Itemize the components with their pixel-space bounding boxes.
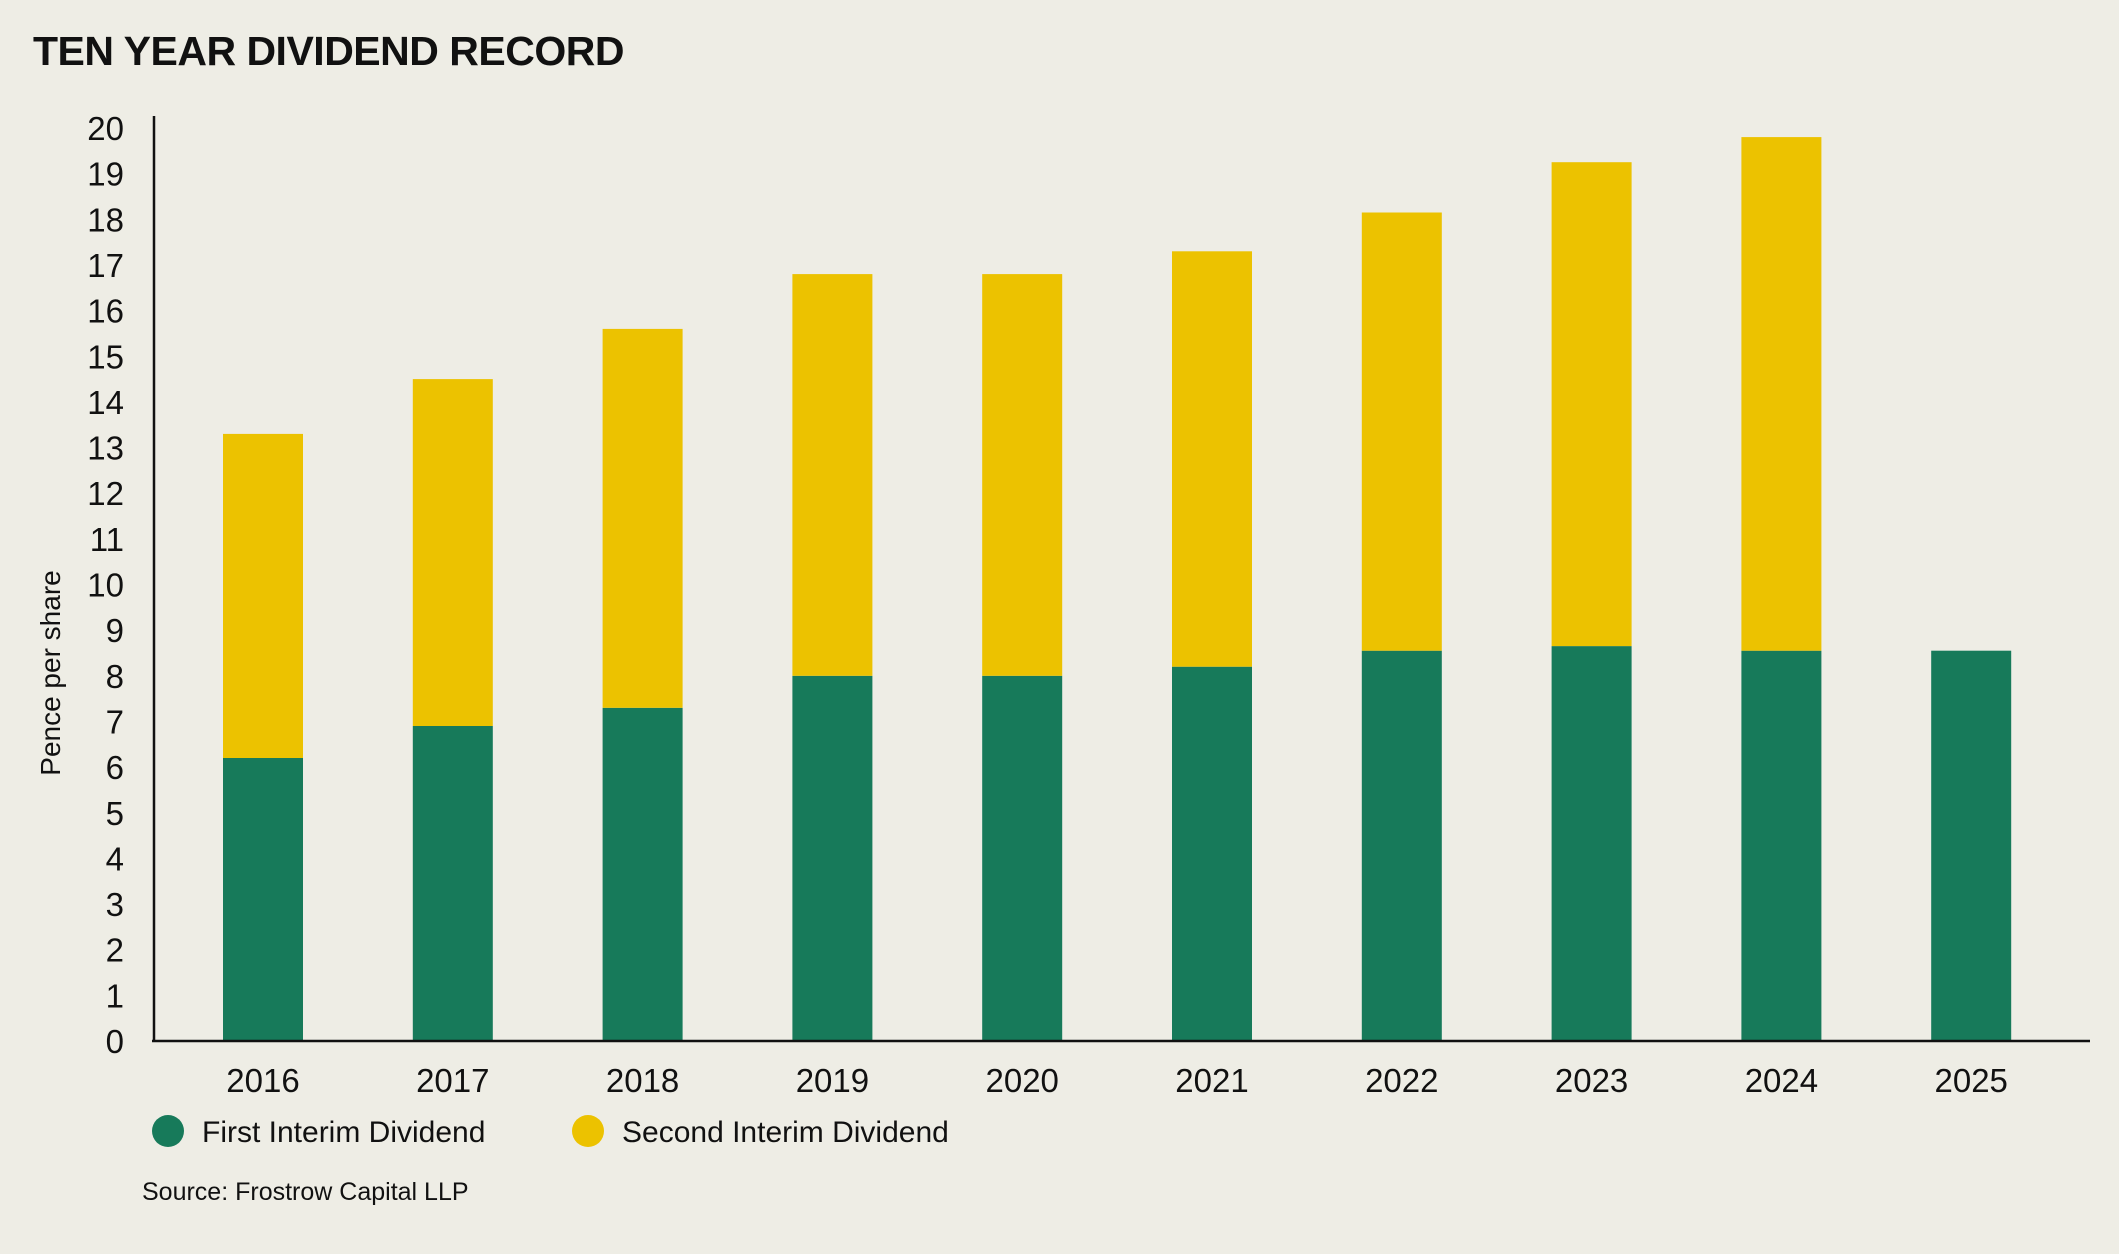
y-tick-label: 7 — [106, 704, 124, 741]
y-tick-label: 20 — [87, 110, 124, 147]
y-tick-label: 2 — [106, 932, 124, 969]
y-axis-label: Pence per share — [35, 570, 66, 775]
y-tick-label: 17 — [87, 247, 124, 284]
bar-2017-series-2 — [412, 379, 493, 726]
x-tick-label: 2020 — [985, 1062, 1058, 1099]
bar-2016-series-2 — [223, 433, 303, 758]
x-tick-label: 2023 — [1555, 1062, 1628, 1099]
x-tick-label: 2024 — [1745, 1062, 1818, 1099]
y-tick-label: 19 — [87, 156, 124, 193]
bar-2025-series-1 — [1931, 650, 2012, 1041]
x-tick-label: 2019 — [796, 1062, 869, 1099]
y-tick-label: 12 — [87, 475, 124, 512]
bar-2024-series-1 — [1741, 650, 1822, 1041]
y-tick-label: 3 — [106, 886, 124, 923]
bar-2020-series-2 — [982, 274, 1063, 676]
legend: First Interim Dividend Second Interim Div… — [152, 1115, 949, 1149]
y-tick-label: 10 — [87, 567, 124, 604]
bar-2017-series-1 — [412, 726, 493, 1041]
y-tick-label: 11 — [90, 521, 124, 558]
bar-2019-series-2 — [792, 274, 873, 676]
x-tick-label: 2016 — [226, 1062, 299, 1099]
y-tick-label: 13 — [87, 430, 124, 467]
y-tick-label: 15 — [87, 338, 124, 375]
bar-2022-series-2 — [1361, 212, 1442, 651]
legend-marker — [152, 1115, 184, 1147]
y-tick-label: 0 — [106, 1023, 124, 1060]
bar-2023-series-2 — [1551, 162, 1632, 647]
bar-2018-series-1 — [602, 707, 683, 1041]
x-tick-label: 2022 — [1365, 1062, 1438, 1099]
bar-2018-series-2 — [602, 328, 683, 708]
x-tick-label: 2018 — [606, 1062, 679, 1099]
x-tick-labels: 2016 2017 2018 2019 2020 2021 2022 2023 2024 2025 — [226, 1062, 2008, 1099]
bar-2023-series-1 — [1551, 646, 1632, 1041]
y-tick-label: 4 — [106, 840, 124, 877]
bar-2020-series-1 — [982, 675, 1063, 1041]
y-tick-label: 8 — [106, 658, 124, 695]
bar-2019-series-1 — [792, 675, 873, 1041]
legend-label: Second Interim Dividend — [622, 1116, 949, 1149]
x-tick-label: 2025 — [1934, 1062, 2007, 1099]
bar-2021-series-1 — [1172, 666, 1252, 1041]
source-note: Source: Frostrow Capital LLP — [142, 1178, 469, 1206]
x-tick-label: 2017 — [416, 1062, 489, 1099]
y-tick-label: 1 — [106, 977, 124, 1014]
bar-2016-series-1 — [223, 758, 303, 1041]
bars-group — [223, 137, 2012, 1041]
bar-2021-series-2 — [1172, 251, 1252, 667]
bar-2022-series-1 — [1361, 650, 1442, 1041]
y-tick-label: 18 — [87, 201, 124, 238]
y-tick-label: 14 — [87, 384, 124, 421]
y-tick-label: 5 — [106, 795, 124, 832]
legend-marker — [572, 1115, 604, 1147]
y-tick-label: 9 — [106, 612, 124, 649]
chart-title: TEN YEAR DIVIDEND RECORD — [33, 28, 624, 74]
legend-label: First Interim Dividend — [202, 1116, 485, 1149]
y-tick-label: 16 — [87, 293, 124, 330]
bar-2024-series-2 — [1741, 137, 1822, 651]
y-tick-label: 6 — [106, 749, 124, 786]
x-tick-label: 2021 — [1175, 1062, 1248, 1099]
